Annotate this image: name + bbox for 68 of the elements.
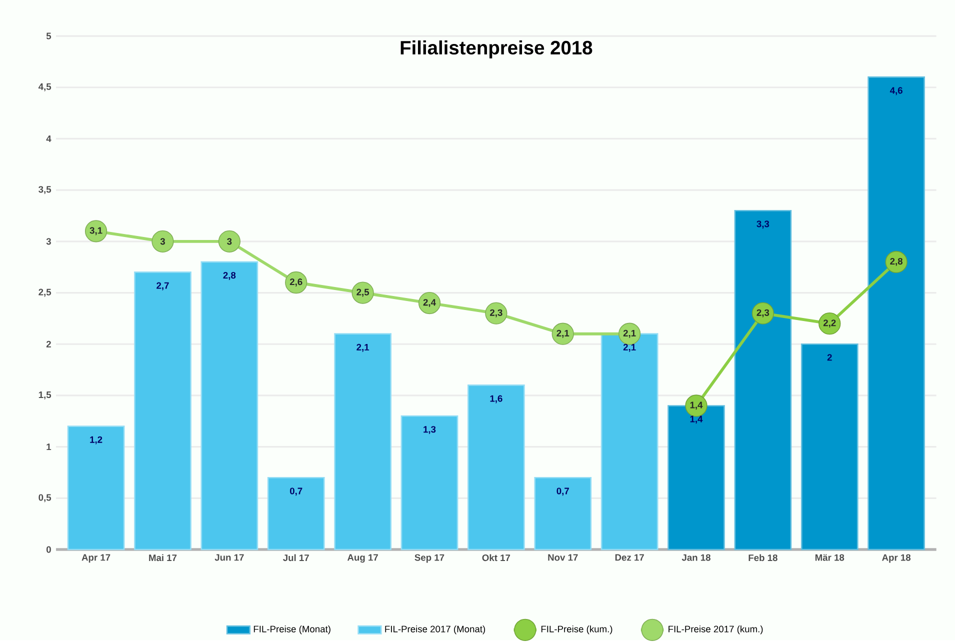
x-tick-label: Nov 17 xyxy=(548,554,578,561)
x-tick-label: Dez 17 xyxy=(615,554,644,561)
y-tick-label: 4 xyxy=(46,135,52,142)
y-tick-label: 5 xyxy=(46,32,52,40)
x-tick-label: Sep 17 xyxy=(414,554,444,563)
x-tick-label: Mär 18 xyxy=(815,554,844,561)
y-tick-label: 0,5 xyxy=(38,494,52,502)
x-tick-label: Apr 18 xyxy=(882,554,911,563)
x-tick-label: Jan 18 xyxy=(682,554,710,561)
data-label: 2,2 xyxy=(823,320,836,328)
bar xyxy=(134,271,192,550)
data-label: 2,4 xyxy=(423,298,436,307)
data-label: 2,3 xyxy=(490,309,502,318)
data-label: 2,8 xyxy=(890,258,903,266)
data-label: 0,7 xyxy=(556,488,569,496)
data-label: 2,5 xyxy=(356,288,370,297)
bar xyxy=(868,76,925,550)
bar xyxy=(800,343,858,550)
legend-label: FIL-Preise 2017 (Monat) xyxy=(385,625,486,634)
chart-title: Filialistenpreise 2018 xyxy=(400,40,592,58)
data-label: 2,6 xyxy=(290,278,302,286)
data-label: 2,8 xyxy=(223,272,236,280)
point xyxy=(218,230,240,252)
data-label: 3 xyxy=(227,238,232,245)
x-tick-label: Jul 17 xyxy=(283,554,309,561)
x-tick-label: Okt 17 xyxy=(482,554,510,561)
data-label: 2,1 xyxy=(623,344,636,352)
x-tick-label: Apr 17 xyxy=(82,554,110,562)
x-tick-label: Mai 17 xyxy=(149,554,177,561)
legend-label: FIL-Preise (Monat) xyxy=(254,625,330,634)
bar xyxy=(534,476,592,550)
data-label: 2,3 xyxy=(756,309,770,318)
legend-label: FIL-Preise (kum.) xyxy=(541,625,612,634)
x-tick-label: Jun 17 xyxy=(214,554,244,561)
data-label: 1,3 xyxy=(424,426,436,434)
data-label: 2 xyxy=(827,354,832,361)
bar xyxy=(334,333,392,550)
y-tick-label: 1 xyxy=(46,444,52,450)
bar xyxy=(267,476,325,550)
bar xyxy=(400,415,458,550)
bar xyxy=(200,261,258,550)
x-tick-label: Aug 17 xyxy=(347,554,378,563)
data-label: 0,7 xyxy=(290,488,302,496)
data-label: 3,3 xyxy=(756,220,770,229)
data-label: 2,7 xyxy=(156,282,169,290)
data-label: 1,2 xyxy=(90,436,102,444)
y-tick-label: 3 xyxy=(46,238,51,245)
data-label: 1,4 xyxy=(690,416,703,424)
data-label: 3,1 xyxy=(90,227,102,236)
data-label: 2,1 xyxy=(623,330,636,338)
data-label: 2,1 xyxy=(356,344,370,352)
y-tick-label: 1,5 xyxy=(38,391,52,400)
y-tick-label: 2,5 xyxy=(38,288,52,297)
bar xyxy=(67,426,125,550)
point xyxy=(152,230,174,252)
data-label: 3 xyxy=(160,238,165,245)
y-tick-label: 4,5 xyxy=(38,83,52,92)
y-tick-label: 3,5 xyxy=(38,186,52,194)
data-label: 1,6 xyxy=(490,395,502,404)
data-label: 2,1 xyxy=(556,330,570,338)
legend-label: FIL-Preise 2017 (kum.) xyxy=(668,625,763,634)
bar xyxy=(467,384,525,550)
x-tick-label: Feb 18 xyxy=(748,554,778,561)
y-tick-label: 2 xyxy=(46,340,51,348)
data-label: 1,4 xyxy=(690,402,703,410)
data-label: 4,6 xyxy=(890,87,902,95)
y-tick-label: 0 xyxy=(46,546,51,553)
bar xyxy=(734,210,792,550)
